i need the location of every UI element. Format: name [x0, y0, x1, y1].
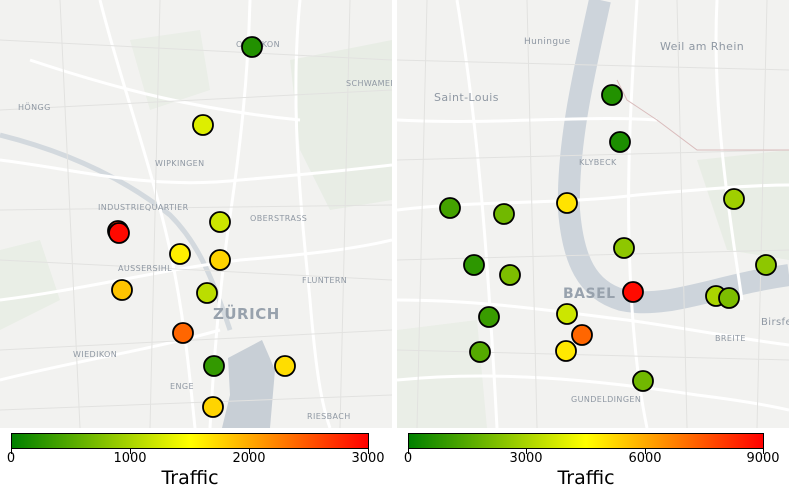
- traffic-marker[interactable]: [556, 192, 578, 214]
- city-label: BASEL: [563, 286, 616, 302]
- basel-basemap: Huningue Weil am Rhein Saint-Louis KLYBE…: [397, 0, 789, 428]
- traffic-marker[interactable]: [555, 340, 577, 362]
- traffic-marker[interactable]: [196, 282, 218, 304]
- place-label: Weil am Rhein: [660, 40, 744, 53]
- zurich-basemap: OERLIKON SCHWAMEN HÖNGG WIPKINGEN INDUST…: [0, 0, 392, 428]
- colorbar-title: Traffic: [557, 467, 615, 489]
- zurich-colorbar: 0 1000 2000 3000 Traffic: [7, 433, 385, 489]
- place-label: ENGE: [170, 382, 194, 391]
- city-label: ZÜRICH: [213, 304, 280, 323]
- traffic-marker[interactable]: [723, 188, 745, 210]
- traffic-marker[interactable]: [439, 197, 461, 219]
- traffic-marker[interactable]: [571, 324, 593, 346]
- place-label: Huningue: [524, 37, 571, 47]
- place-label: SCHWAMEN: [346, 79, 392, 88]
- traffic-marker[interactable]: [601, 84, 623, 106]
- colorbar-tick: [368, 449, 369, 454]
- colorbar-tick-label: 3000: [509, 451, 543, 466]
- place-label: OBERSTRASS: [250, 214, 307, 223]
- place-label: RIESBACH: [307, 412, 351, 421]
- traffic-marker[interactable]: [241, 36, 263, 58]
- colorbar-tick: [408, 449, 409, 454]
- colorbar-tick-label: 1000: [113, 451, 147, 466]
- traffic-marker[interactable]: [108, 222, 130, 244]
- zurich-map[interactable]: OERLIKON SCHWAMEN HÖNGG WIPKINGEN INDUST…: [0, 0, 392, 428]
- traffic-marker[interactable]: [622, 281, 644, 303]
- traffic-marker[interactable]: [169, 243, 191, 265]
- place-label: AUSSERSIHL: [118, 264, 172, 273]
- colorbar-tick-label: 2000: [232, 451, 266, 466]
- traffic-marker[interactable]: [172, 322, 194, 344]
- traffic-marker[interactable]: [274, 355, 296, 377]
- colorbar-tick-label: 0: [6, 451, 16, 466]
- place-label: KLYBECK: [579, 158, 617, 167]
- colorbar-tick-label: 6000: [628, 451, 662, 466]
- traffic-marker[interactable]: [209, 249, 231, 271]
- colorbar-title: Traffic: [161, 467, 219, 489]
- place-label: WIEDIKON: [73, 350, 117, 359]
- place-label: HÖNGG: [18, 102, 51, 112]
- place-label: WIPKINGEN: [155, 159, 205, 168]
- colorbar-gradient: [11, 433, 369, 449]
- traffic-marker[interactable]: [609, 131, 631, 153]
- traffic-marker[interactable]: [192, 114, 214, 136]
- colorbar-tick-label: 3000: [351, 451, 385, 466]
- colorbar-tick: [763, 449, 764, 454]
- colorbar-tick: [645, 449, 646, 454]
- colorbar-tick: [130, 449, 131, 454]
- place-label: GUNDELDINGEN: [571, 395, 641, 404]
- colorbar-tick-label: 0: [403, 451, 413, 466]
- place-label: INDUSTRIEQUARTIER: [98, 203, 189, 212]
- traffic-marker[interactable]: [202, 396, 224, 418]
- traffic-marker[interactable]: [556, 303, 578, 325]
- traffic-marker[interactable]: [493, 203, 515, 225]
- colorbar-tick: [526, 449, 527, 454]
- place-label: FLUNTERN: [302, 276, 347, 285]
- place-label: Saint-Louis: [434, 91, 499, 104]
- colorbar-tick: [11, 449, 12, 454]
- basel-markers: [439, 84, 777, 392]
- traffic-marker[interactable]: [463, 254, 485, 276]
- traffic-marker[interactable]: [209, 211, 231, 233]
- colorbar-gradient: [408, 433, 764, 449]
- traffic-marker[interactable]: [755, 254, 777, 276]
- traffic-marker[interactable]: [469, 341, 491, 363]
- basel-map[interactable]: Huningue Weil am Rhein Saint-Louis KLYBE…: [397, 0, 789, 428]
- traffic-marker[interactable]: [632, 370, 654, 392]
- place-label: Birsfe: [761, 317, 789, 328]
- panel-divider: [392, 0, 397, 428]
- zurich-markers: [107, 36, 296, 418]
- basel-colorbar: 0 3000 6000 9000 Traffic: [404, 433, 780, 489]
- traffic-marker[interactable]: [613, 237, 635, 259]
- traffic-marker[interactable]: [203, 355, 225, 377]
- place-label: BREITE: [715, 334, 746, 343]
- traffic-marker[interactable]: [718, 287, 740, 309]
- traffic-marker[interactable]: [499, 264, 521, 286]
- colorbar-tick-label: 9000: [746, 451, 780, 466]
- traffic-marker[interactable]: [111, 279, 133, 301]
- colorbar-tick: [249, 449, 250, 454]
- traffic-marker[interactable]: [478, 306, 500, 328]
